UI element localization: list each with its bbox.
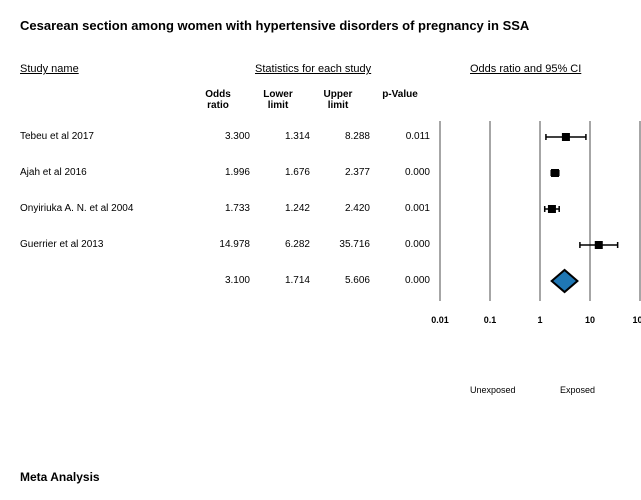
sub-ul: Upperlimit	[318, 89, 358, 111]
summary-marker	[0, 265, 641, 301]
exposure-labels: Unexposed Exposed	[20, 385, 621, 401]
axis-tick: 0.1	[484, 315, 497, 325]
x-axis: 0.010.1110100	[20, 315, 621, 335]
sub-or: Oddsratio	[198, 89, 238, 111]
study-marker	[0, 121, 641, 157]
label-unexposed: Unexposed	[470, 385, 516, 395]
axis-tick: 0.01	[431, 315, 449, 325]
hdr-plot: Odds ratio and 95% CI	[470, 63, 581, 75]
plot-title: Cesarean section among women with hypert…	[20, 18, 621, 33]
axis-tick: 100	[632, 315, 641, 325]
label-exposed: Exposed	[560, 385, 595, 395]
study-row: Tebeu et al 20173.3001.3148.2880.011	[20, 121, 621, 157]
summary-row: 3.1001.7145.6060.000	[20, 265, 621, 301]
hdr-stats: Statistics for each study	[255, 63, 371, 75]
sub-ll: Lowerlimit	[258, 89, 298, 111]
study-row: Onyiriuka A. N. et al 20041.7331.2422.42…	[20, 193, 621, 229]
study-row: Guerrier et al 201314.9786.28235.7160.00…	[20, 229, 621, 265]
study-marker	[0, 193, 641, 229]
study-row: Ajah et al 20161.9961.6762.3770.000	[20, 157, 621, 193]
study-marker	[0, 229, 641, 265]
axis-tick: 10	[585, 315, 595, 325]
hdr-study: Study name	[20, 63, 79, 75]
axis-tick: 1	[537, 315, 542, 325]
sub-p: p-Value	[378, 89, 422, 100]
study-marker	[0, 157, 641, 193]
sub-headers: Oddsratio Lowerlimit Upperlimit p-Value	[20, 89, 621, 121]
column-headers: Study name Statistics for each study Odd…	[20, 63, 621, 81]
data-rows: Tebeu et al 20173.3001.3148.2880.011Ajah…	[20, 121, 621, 301]
footer-label: Meta Analysis	[20, 470, 100, 484]
